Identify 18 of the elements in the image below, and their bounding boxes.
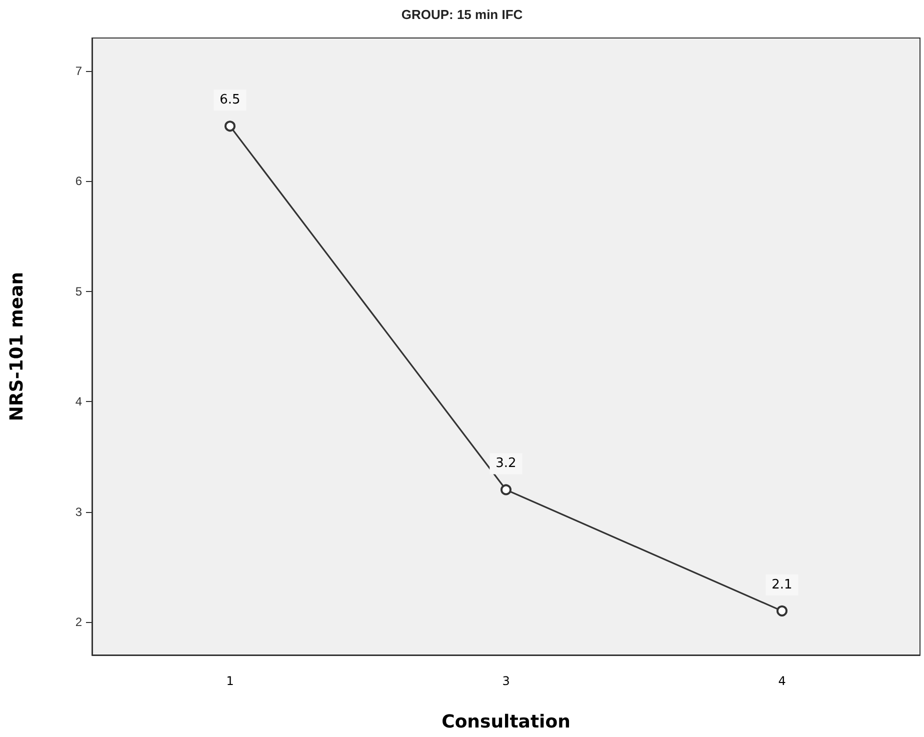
y-axis-title: NRS-101 mean: [6, 272, 28, 422]
data-label: 6.5: [220, 92, 240, 108]
x-tick-label: 1: [226, 674, 234, 688]
point: [776, 605, 788, 616]
x-axis-title: Consultation: [442, 712, 570, 732]
y-tick-label: 5: [75, 284, 82, 298]
data-label: 3.2: [496, 456, 516, 472]
data-label: 2.1: [772, 577, 792, 592]
y-tick-label: 3: [75, 504, 82, 519]
x-tick-label: 4: [778, 674, 786, 688]
y-tick-label: 6: [75, 174, 82, 188]
x-tick-label: 3: [502, 674, 510, 688]
point: [500, 484, 512, 496]
y-tick-label: 4: [75, 394, 82, 409]
point: [224, 120, 236, 132]
y-tick-label: 2: [75, 614, 82, 629]
y-tick-label: 7: [75, 64, 82, 78]
chart-title: GROUP: 15 min IFC: [401, 7, 524, 22]
